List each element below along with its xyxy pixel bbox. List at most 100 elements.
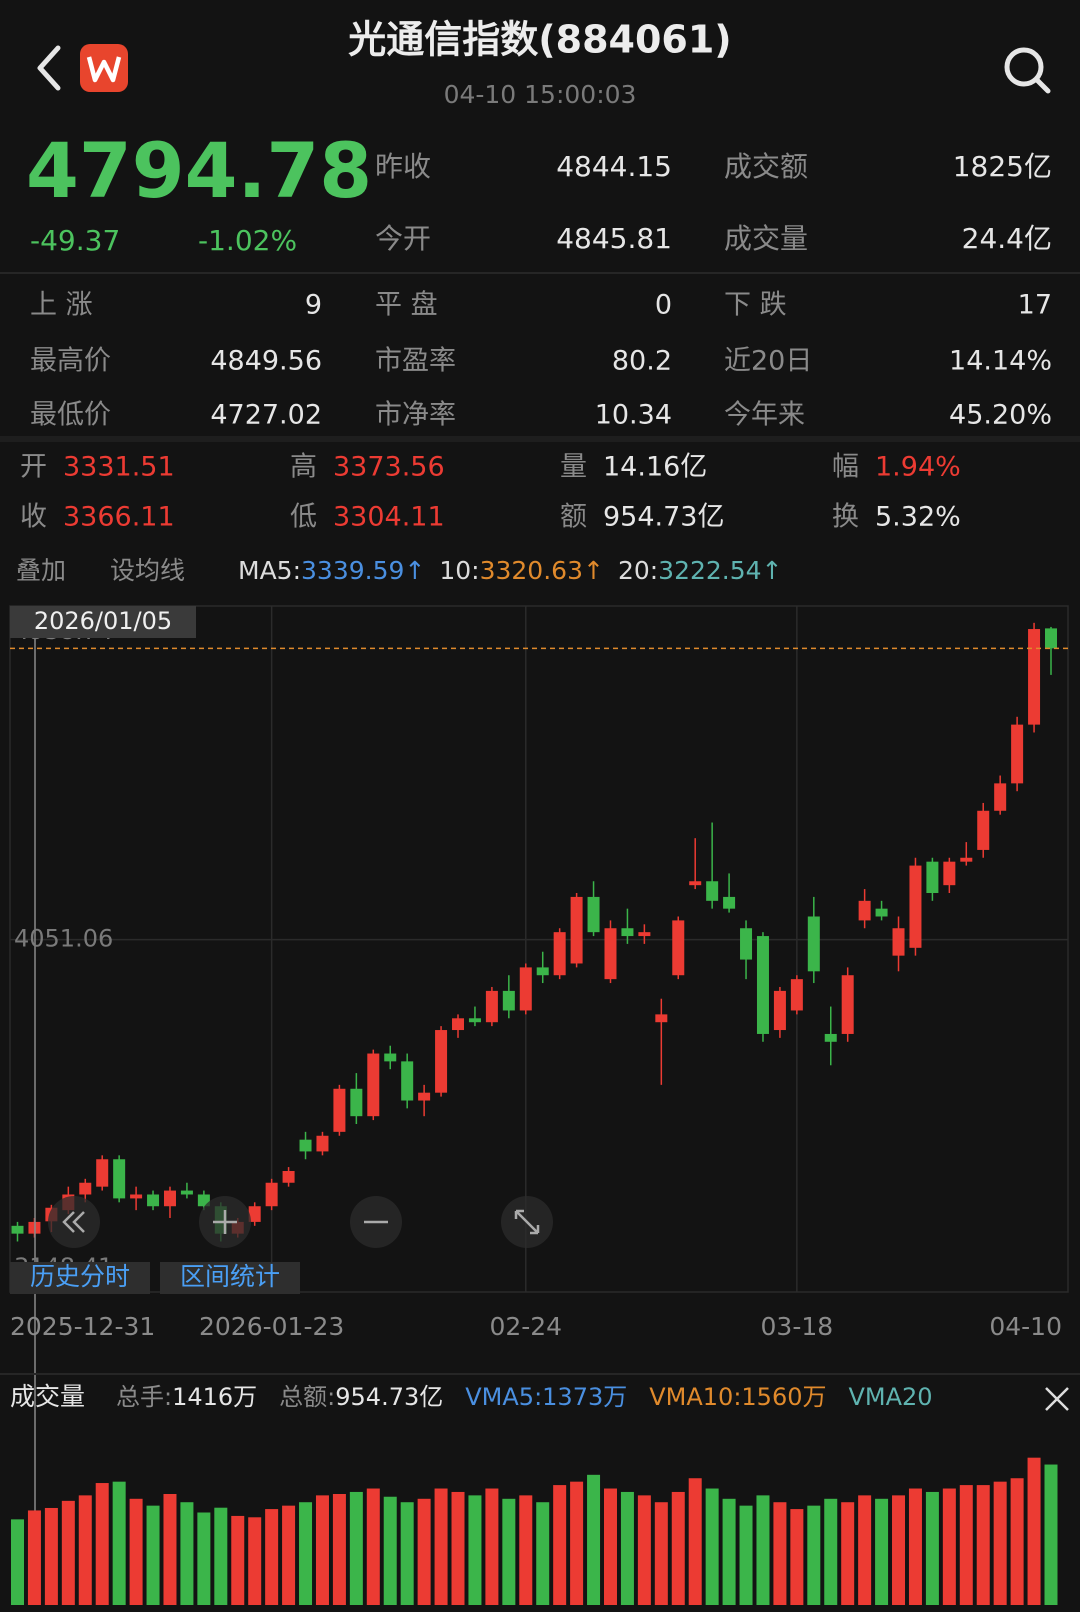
candle-body: [604, 928, 617, 980]
app-icon[interactable]: [80, 44, 128, 92]
ma-value: 3339.59↑: [301, 556, 425, 585]
volume-bar: [688, 1478, 702, 1605]
volume-bar: [417, 1498, 431, 1605]
volume-bar: [773, 1502, 787, 1605]
stat-label: 今开: [375, 222, 431, 255]
detail-value: 14.16亿: [603, 452, 707, 483]
volume-bar: [78, 1495, 92, 1605]
volume-bar: [705, 1488, 719, 1605]
volume-bar: [858, 1495, 872, 1605]
candle-body: [909, 865, 922, 948]
volume-bar: [332, 1494, 346, 1605]
candle-body: [587, 896, 600, 933]
candle-body: [367, 1053, 380, 1117]
stat-value: 4845.81: [556, 222, 672, 255]
back-button[interactable]: [37, 45, 61, 91]
candle-body: [723, 896, 736, 909]
candle-body: [790, 979, 803, 1011]
breadth-label: 最低价: [30, 400, 111, 431]
volume-bar: [112, 1481, 126, 1605]
x-tick-label: 2026-01-23: [199, 1312, 344, 1341]
breadth-label: 市盈率: [375, 346, 456, 377]
volume-bar: [671, 1491, 685, 1605]
breadth-label: 最高价: [30, 346, 111, 377]
volume-stat-value: 1416万: [172, 1383, 257, 1411]
candle-body: [1028, 629, 1041, 725]
candle-body: [841, 975, 854, 1034]
volume-bar: [231, 1515, 245, 1605]
breadth-value: 4849.56: [210, 346, 322, 377]
volume-stat-label: 总额:: [279, 1383, 335, 1411]
volume-bar: [197, 1512, 211, 1605]
volume-bar: [44, 1507, 58, 1605]
chart-tab[interactable]: 历史分时: [30, 1262, 130, 1291]
volume-bar: [451, 1491, 465, 1605]
x-tick-label: 03-18: [761, 1312, 834, 1341]
breadth-value: 80.2: [612, 346, 672, 377]
volume-bar: [519, 1495, 533, 1605]
candle-body: [689, 881, 702, 886]
candle-body: [553, 932, 566, 976]
volume-bar: [942, 1488, 956, 1605]
volume-bar: [61, 1500, 75, 1605]
search-button[interactable]: [1004, 47, 1051, 94]
detail-label: 换: [832, 502, 859, 533]
breadth-label: 市净率: [375, 400, 456, 431]
close-volume-button[interactable]: [1045, 1387, 1069, 1411]
app-icon-bg: [80, 44, 128, 92]
stat-value: 24.4亿: [962, 222, 1052, 255]
detail-label: 高: [290, 452, 317, 483]
divider: [0, 436, 1080, 442]
change: -49.37: [30, 224, 120, 257]
ma-value: 3320.63↑: [480, 556, 604, 585]
volume-bar: [875, 1498, 889, 1605]
volume-bar: [485, 1488, 499, 1605]
volume-bar: [248, 1517, 262, 1605]
breadth-value: 14.14%: [949, 346, 1052, 377]
candle-body: [1045, 628, 1057, 649]
candle-body: [282, 1170, 295, 1183]
detail-value: 3373.56: [333, 452, 445, 483]
candle-body: [773, 990, 786, 1031]
set-ma-button[interactable]: 设均线: [110, 556, 185, 585]
volume-bar: [366, 1488, 380, 1605]
candle-body: [435, 1030, 448, 1093]
chart-tab-bg: [10, 1262, 150, 1294]
volume-bar: [925, 1491, 939, 1605]
candle-body: [960, 857, 973, 862]
volume-bar: [265, 1509, 279, 1605]
volume-stat-value: 954.73亿: [335, 1383, 443, 1411]
volume-bar: [282, 1505, 296, 1605]
candle-body: [401, 1061, 414, 1101]
candle-body: [994, 783, 1007, 811]
candle-body: [265, 1182, 278, 1207]
volume-bar: [214, 1507, 228, 1605]
volume-bar: [739, 1505, 753, 1605]
volume-bar: [620, 1491, 634, 1605]
volume-bar: [654, 1502, 668, 1605]
volume-bar: [553, 1485, 567, 1605]
candle-body: [248, 1206, 261, 1222]
volume-bar: [1010, 1478, 1024, 1605]
expand-icon: [514, 1209, 540, 1235]
chart-tab[interactable]: 区间统计: [180, 1262, 280, 1291]
breadth-label: 近20日: [724, 346, 812, 377]
detail-label: 低: [290, 502, 317, 533]
overlay-button[interactable]: 叠加: [16, 556, 66, 585]
breadth-value: 17: [1018, 290, 1052, 321]
volume-bar: [349, 1491, 363, 1605]
candle-body: [79, 1182, 92, 1195]
candle-body: [858, 900, 871, 921]
candle-body: [147, 1194, 160, 1207]
detail-label: 量: [560, 452, 587, 483]
volume-bar: [146, 1505, 160, 1605]
candle-body: [1011, 724, 1024, 784]
candle-body: [519, 967, 532, 1011]
breadth-label: 平 盘: [375, 290, 438, 321]
breadth-value: 4727.02: [210, 400, 322, 431]
volume-bar: [993, 1481, 1007, 1605]
candle-body: [197, 1194, 210, 1207]
volume-bar: [400, 1502, 414, 1605]
volume-stat-label: 总手:: [116, 1383, 172, 1411]
